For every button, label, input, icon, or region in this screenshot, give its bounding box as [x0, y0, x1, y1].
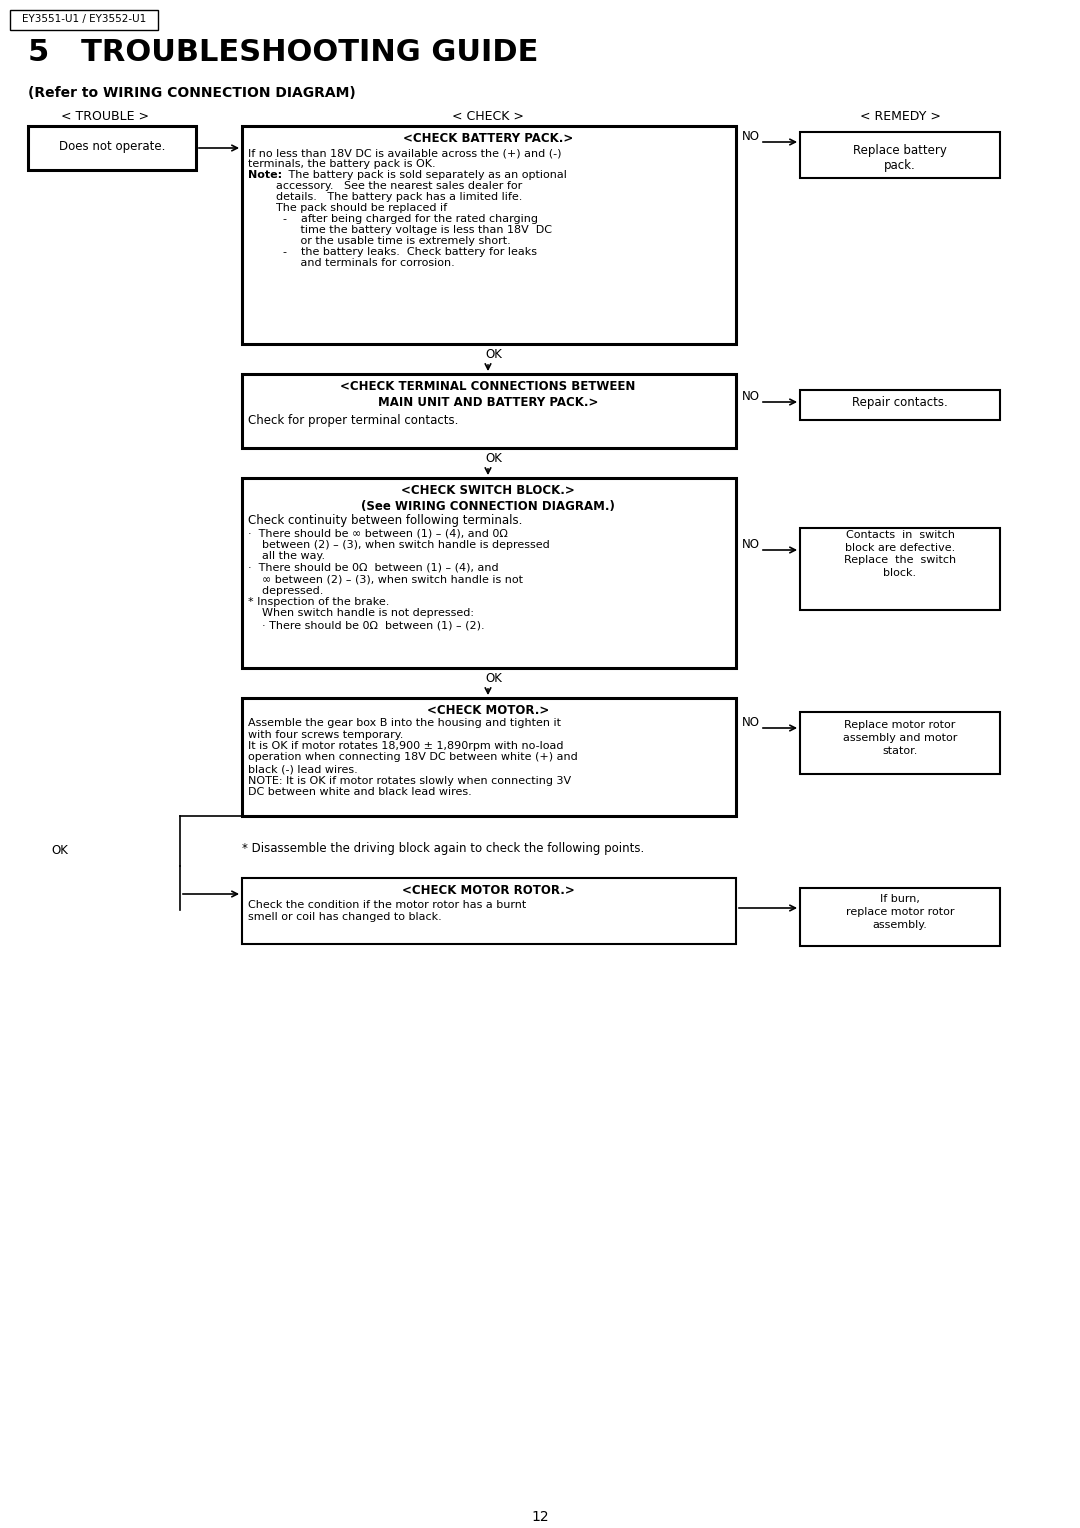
Text: 5   TROUBLESHOOTING GUIDE: 5 TROUBLESHOOTING GUIDE [28, 38, 538, 67]
Text: · There should be 0Ω  between (1) – (2).: · There should be 0Ω between (1) – (2). [248, 620, 485, 630]
Text: It is OK if motor rotates 18,900 ± 1,890rpm with no-load: It is OK if motor rotates 18,900 ± 1,890… [248, 741, 564, 750]
Bar [800, 131, 1000, 177]
Text: Check for proper terminal contacts.: Check for proper terminal contacts. [248, 414, 458, 426]
Bar [28, 125, 195, 170]
Bar [242, 698, 735, 816]
Text: ∞ between (2) – (3), when switch handle is not: ∞ between (2) – (3), when switch handle … [248, 575, 523, 584]
Text: NO: NO [742, 130, 760, 144]
Text: Contacts  in  switch
block are defective.
Replace  the  switch
block.: Contacts in switch block are defective. … [843, 530, 956, 578]
Text: Check the condition if the motor rotor has a burnt: Check the condition if the motor rotor h… [248, 900, 526, 911]
Text: accessory.   See the nearest sales dealer for: accessory. See the nearest sales dealer … [248, 180, 523, 191]
Bar [242, 478, 735, 668]
Text: <CHECK MOTOR.>: <CHECK MOTOR.> [427, 704, 549, 717]
Text: and terminals for corrosion.: and terminals for corrosion. [248, 258, 455, 267]
Text: <CHECK TERMINAL CONNECTIONS BETWEEN
MAIN UNIT AND BATTERY PACK.>: <CHECK TERMINAL CONNECTIONS BETWEEN MAIN… [340, 380, 636, 410]
Bar [800, 529, 1000, 610]
Text: <CHECK MOTOR ROTOR.>: <CHECK MOTOR ROTOR.> [402, 885, 575, 897]
Text: * Disassemble the driving block again to check the following points.: * Disassemble the driving block again to… [242, 842, 645, 856]
Text: operation when connecting 18V DC between white (+) and: operation when connecting 18V DC between… [248, 752, 578, 762]
Text: <CHECK SWITCH BLOCK.>
(See WIRING CONNECTION DIAGRAM.): <CHECK SWITCH BLOCK.> (See WIRING CONNEC… [361, 484, 615, 513]
Text: The battery pack is sold separately as an optional: The battery pack is sold separately as a… [278, 170, 567, 180]
Text: Assemble the gear box B into the housing and tighten it: Assemble the gear box B into the housing… [248, 718, 561, 727]
Text: NOTE: It is OK if motor rotates slowly when connecting 3V: NOTE: It is OK if motor rotates slowly w… [248, 776, 571, 785]
Text: NO: NO [742, 390, 760, 403]
Text: When switch handle is not depressed:: When switch handle is not depressed: [248, 608, 474, 619]
Text: OK: OK [486, 672, 502, 685]
Text: smell or coil has changed to black.: smell or coil has changed to black. [248, 912, 442, 921]
Bar [242, 125, 735, 344]
Text: Replace battery
pack.: Replace battery pack. [853, 144, 947, 173]
Text: or the usable time is extremely short.: or the usable time is extremely short. [248, 235, 511, 246]
Text: between (2) – (3), when switch handle is depressed: between (2) – (3), when switch handle is… [248, 539, 550, 550]
Text: Repair contacts.: Repair contacts. [852, 396, 948, 410]
Text: DC between white and black lead wires.: DC between white and black lead wires. [248, 787, 472, 798]
Text: time the battery voltage is less than 18V  DC: time the battery voltage is less than 18… [248, 225, 552, 235]
Text: <CHECK BATTERY PACK.>: <CHECK BATTERY PACK.> [403, 131, 573, 145]
Text: ·  There should be 0Ω  between (1) – (4), and: · There should be 0Ω between (1) – (4), … [248, 562, 499, 573]
Bar [800, 888, 1000, 946]
Text: 12: 12 [531, 1510, 549, 1523]
Text: with four screws temporary.: with four screws temporary. [248, 729, 403, 740]
Text: all the way.: all the way. [248, 552, 325, 561]
Text: details.   The battery pack has a limited life.: details. The battery pack has a limited … [248, 193, 523, 202]
Text: Note:: Note: [248, 170, 282, 180]
Text: OK: OK [486, 452, 502, 465]
Text: -    the battery leaks.  Check battery for leaks: - the battery leaks. Check battery for l… [248, 248, 537, 257]
Text: Check continuity between following terminals.: Check continuity between following termi… [248, 513, 523, 527]
Text: black (-) lead wires.: black (-) lead wires. [248, 764, 357, 775]
Text: EY3551-U1 / EY3552-U1: EY3551-U1 / EY3552-U1 [22, 14, 146, 24]
Bar [800, 390, 1000, 420]
Text: < REMEDY >: < REMEDY > [860, 110, 941, 122]
Text: Does not operate.: Does not operate. [58, 141, 165, 153]
Text: terminals, the battery pack is OK.: terminals, the battery pack is OK. [248, 159, 435, 170]
Text: ·  There should be ∞ between (1) – (4), and 0Ω: · There should be ∞ between (1) – (4), a… [248, 529, 508, 538]
Text: If no less than 18V DC is available across the (+) and (-): If no less than 18V DC is available acro… [248, 148, 562, 157]
Text: < TROUBLE >: < TROUBLE > [60, 110, 149, 122]
Text: NO: NO [742, 538, 760, 552]
Text: * Inspection of the brake.: * Inspection of the brake. [248, 597, 390, 607]
Text: -    after being charged for the rated charging: - after being charged for the rated char… [248, 214, 538, 225]
Bar [800, 712, 1000, 775]
Text: OK: OK [52, 843, 68, 857]
Text: Replace motor rotor
assembly and motor
stator.: Replace motor rotor assembly and motor s… [842, 720, 957, 756]
Text: OK: OK [486, 348, 502, 361]
Bar [242, 879, 735, 944]
Bar [242, 374, 735, 448]
Text: The pack should be replaced if: The pack should be replaced if [248, 203, 447, 212]
Text: depressed.: depressed. [248, 585, 323, 596]
Text: < CHECK >: < CHECK > [453, 110, 524, 122]
Text: NO: NO [742, 717, 760, 729]
Text: (Refer to WIRING CONNECTION DIAGRAM): (Refer to WIRING CONNECTION DIAGRAM) [28, 86, 355, 99]
Bar [10, 11, 158, 31]
Text: If burn,
replace motor rotor
assembly.: If burn, replace motor rotor assembly. [846, 894, 955, 931]
